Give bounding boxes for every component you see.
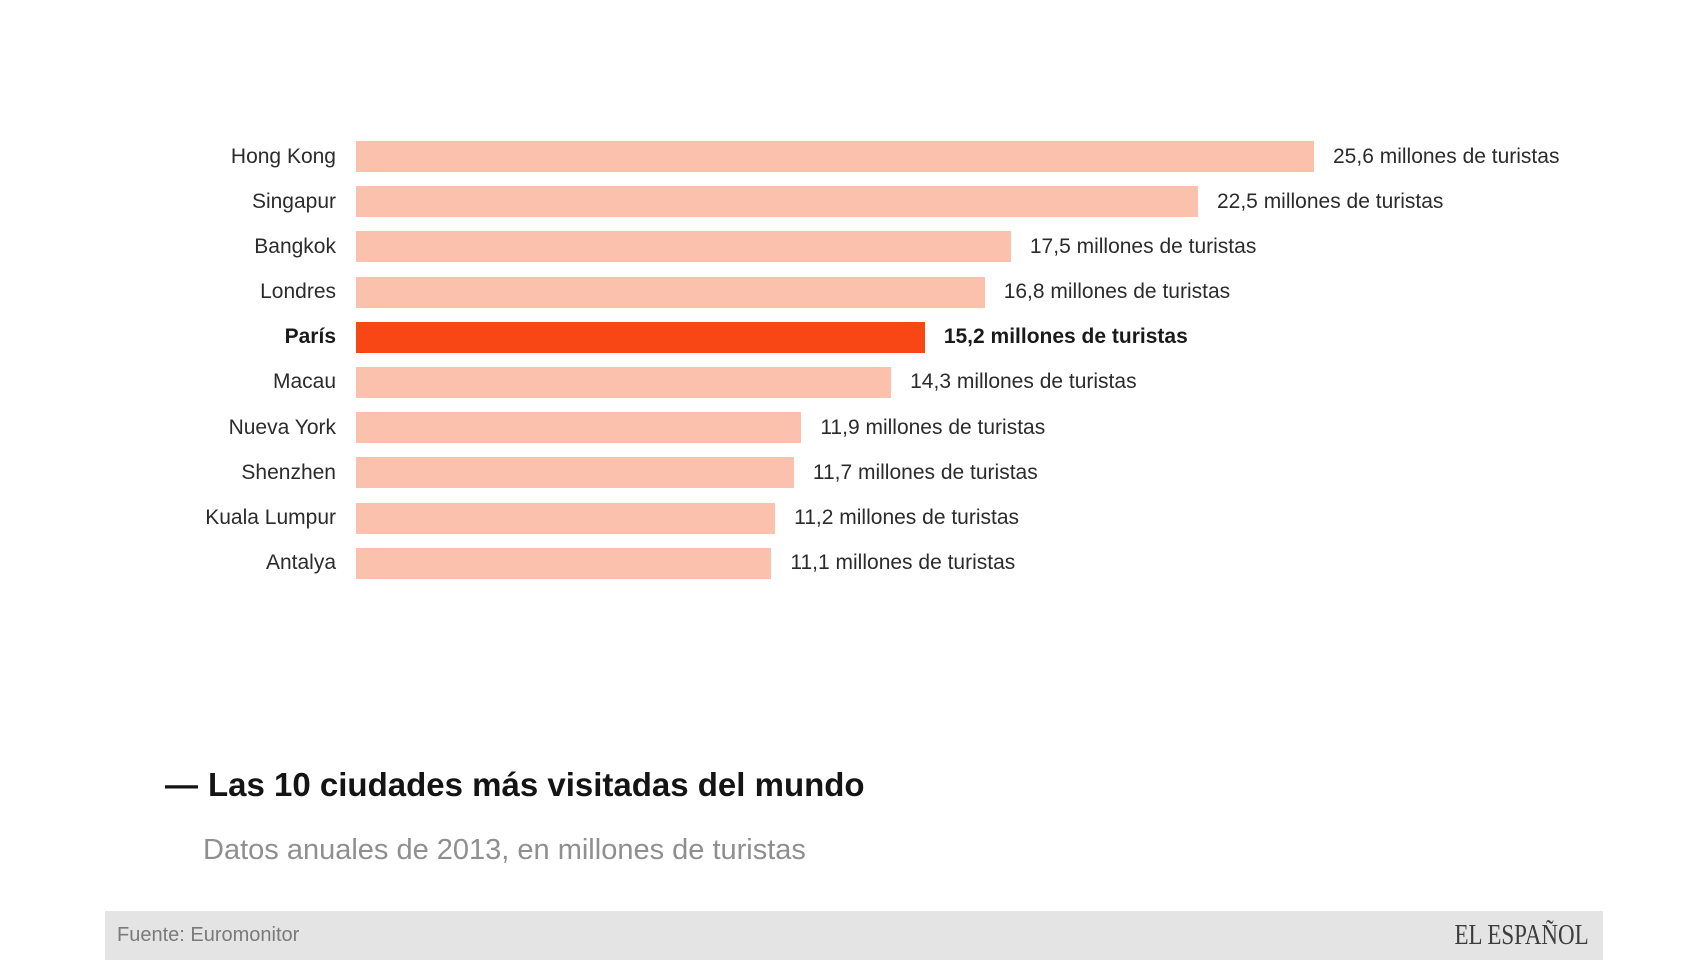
bar [356,412,802,444]
category-label: París [284,325,336,349]
source-credit: Fuente: Euromonitor [117,924,300,946]
value-label: 15,2 millones de turistas [943,325,1188,349]
category-label: Antalya [265,551,336,575]
value-label: 11,2 millones de turistas [794,506,1020,529]
bar [356,276,985,308]
title-dash: — [165,766,198,803]
bar [356,366,892,398]
category-label: Kuala Lumpur [205,506,336,529]
value-label: 11,7 millones de turistas [812,460,1038,484]
bar [356,502,776,534]
value-label: 16,8 millones de turistas [1003,280,1231,304]
bar [356,231,1011,263]
category-label: Nueva York [228,415,336,439]
chart-row: Macau 14,3 millones de turistas [0,366,1559,398]
chart-row: Hong Kong 25,6 millones de turistas [0,141,1559,172]
bar [356,457,794,489]
footer-bar: Fuente: Euromonitor EL ESPAÑOL [105,911,1603,960]
chart-title: — Las 10 ciudades más visitadas del mundo [165,766,865,804]
category-label: Londres [260,280,336,304]
category-label: Bangkok [254,234,336,258]
chart-row: Shenzhen 11,7 millones de turistas [0,457,1559,489]
bar [356,321,925,353]
value-label: 25,6 millones de turistas [1333,144,1560,168]
chart-row: Singapur 22,5 millones de turistas [0,186,1559,218]
value-label: 22,5 millones de turistas [1216,189,1444,213]
chart-title-text: Las 10 ciudades más visitadas del mundo [208,766,865,803]
category-label: Shenzhen [241,460,336,484]
chart-subtitle: Datos anuales de 2013, en millones de tu… [203,834,806,866]
chart-row: Antalya 11,1 millones de turistas [0,547,1559,579]
value-label: 14,3 millones de turistas [910,370,1137,394]
category-label: Singapur [251,189,336,213]
bar [356,547,772,579]
value-label: 11,1 millones de turistas [790,551,1016,575]
bar [356,186,1198,218]
brand-logo: EL ESPAÑOL [1454,919,1589,951]
chart-row: París 15,2 millones de turistas [0,321,1559,353]
chart-row: Nueva York 11,9 millones de turistas [0,412,1559,444]
chart-row: Bangkok 17,5 millones de turistas [0,231,1559,263]
category-label: Macau [272,370,336,394]
chart-row: Kuala Lumpur 11,2 millones de turistas [0,502,1559,534]
chart-row: Londres 16,8 millones de turistas [0,276,1559,308]
value-label: 17,5 millones de turistas [1029,234,1257,258]
value-label: 11,9 millones de turistas [820,415,1046,439]
category-label: Hong Kong [230,144,336,168]
bar [356,141,1314,172]
bar-chart: Hong Kong 25,6 millones de turistas Sing… [0,141,1559,579]
